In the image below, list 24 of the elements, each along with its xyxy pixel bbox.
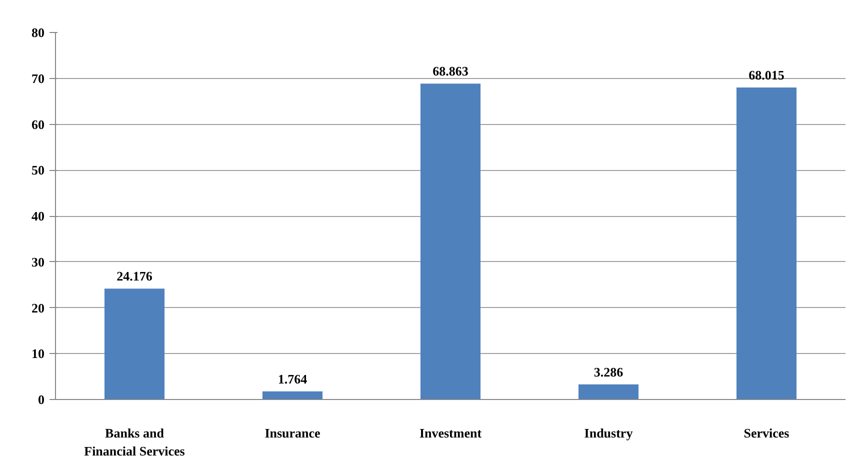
bar bbox=[578, 384, 639, 400]
y-tick-label: 30 bbox=[32, 254, 44, 270]
y-tick-label: 20 bbox=[32, 300, 44, 316]
data-label: 68.863 bbox=[432, 64, 469, 79]
y-tick-label: 10 bbox=[32, 346, 44, 362]
bar bbox=[736, 87, 797, 400]
x-tick-label: Insurance bbox=[264, 426, 321, 440]
data-label: 68.015 bbox=[748, 67, 785, 82]
y-tick-label: 0 bbox=[38, 392, 44, 407]
bar bbox=[262, 391, 323, 400]
data-label: 3.286 bbox=[594, 364, 624, 380]
data-label: 1.764 bbox=[278, 371, 308, 386]
y-tick-label: 70 bbox=[32, 70, 44, 86]
x-tick-label: Services bbox=[744, 426, 790, 440]
y-tick-label: 40 bbox=[32, 208, 44, 224]
y-tick-label: 60 bbox=[32, 116, 44, 132]
bar bbox=[104, 288, 165, 400]
x-tick-label: Banks and Financial Services bbox=[84, 426, 185, 458]
x-tick-label: Investment bbox=[419, 426, 482, 440]
data-label: 24.176 bbox=[116, 268, 153, 284]
y-tick-label: 80 bbox=[32, 25, 44, 40]
x-tick-label: Industry bbox=[584, 426, 634, 440]
bar bbox=[420, 84, 481, 400]
y-tick-label: 50 bbox=[32, 162, 44, 178]
